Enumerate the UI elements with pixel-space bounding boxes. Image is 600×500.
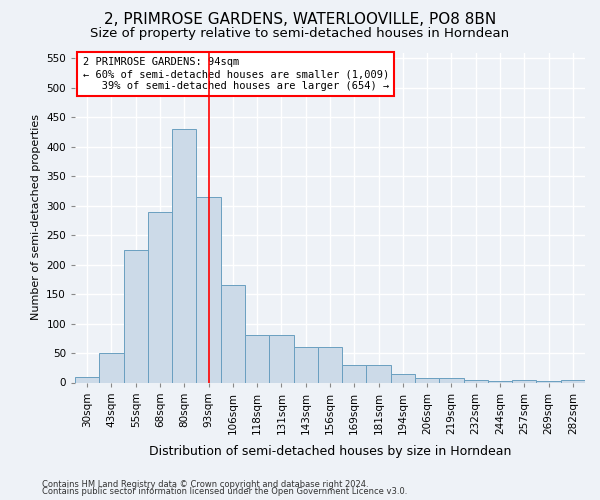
Bar [172,129,196,382]
Bar [221,286,245,382]
Bar [75,376,99,382]
X-axis label: Distribution of semi-detached houses by size in Horndean: Distribution of semi-detached houses by … [149,445,511,458]
Bar [512,380,536,382]
Bar [439,378,464,382]
Bar [269,336,293,382]
Bar [124,250,148,382]
Text: 2 PRIMROSE GARDENS: 94sqm
← 60% of semi-detached houses are smaller (1,009)
   3: 2 PRIMROSE GARDENS: 94sqm ← 60% of semi-… [83,58,389,90]
Text: Contains HM Land Registry data © Crown copyright and database right 2024.: Contains HM Land Registry data © Crown c… [42,480,368,489]
Bar [196,197,221,382]
Text: Contains public sector information licensed under the Open Government Licence v3: Contains public sector information licen… [42,488,407,496]
Bar [367,365,391,382]
Text: Size of property relative to semi-detached houses in Horndean: Size of property relative to semi-detach… [91,28,509,40]
Text: 2, PRIMROSE GARDENS, WATERLOOVILLE, PO8 8BN: 2, PRIMROSE GARDENS, WATERLOOVILLE, PO8 … [104,12,496,28]
Bar [391,374,415,382]
Bar [464,380,488,382]
Bar [561,380,585,382]
Y-axis label: Number of semi-detached properties: Number of semi-detached properties [31,114,41,320]
Bar [245,336,269,382]
Bar [342,365,367,382]
Bar [293,347,318,382]
Bar [148,212,172,382]
Bar [415,378,439,382]
Bar [318,347,342,382]
Bar [99,353,124,382]
